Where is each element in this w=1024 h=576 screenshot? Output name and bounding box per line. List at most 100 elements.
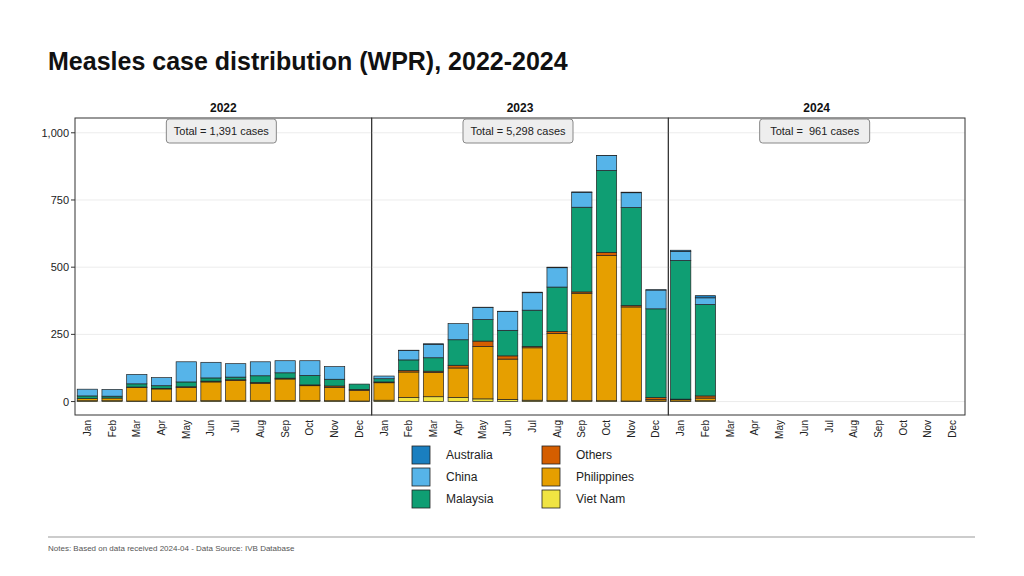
bar-segment (572, 192, 592, 207)
x-tick-label: Dec (650, 420, 661, 438)
bar-segment (769, 401, 789, 402)
bar-segment (473, 307, 493, 308)
bar-segment (522, 310, 542, 346)
legend: AustraliaChinaMalaysiaOthersPhilippinesV… (412, 446, 634, 508)
bar-segment (819, 401, 839, 402)
bar-segment (77, 389, 97, 390)
bar-segment (572, 293, 592, 401)
legend-label: Viet Nam (576, 492, 625, 506)
bar-segment (720, 401, 740, 402)
legend-swatch (412, 468, 430, 486)
x-tick-label: Oct (304, 420, 315, 436)
bar-segment (769, 401, 789, 402)
bar-segment (423, 373, 443, 397)
bar-segment (819, 401, 839, 402)
bar-segment (547, 268, 567, 287)
bar-segment (275, 361, 295, 373)
bar-segment (473, 341, 493, 346)
x-tick-label: Oct (601, 420, 612, 436)
bar-segment (374, 376, 394, 379)
bar-segment (423, 344, 443, 357)
x-tick-label: Aug (255, 420, 266, 438)
bar-segment (844, 401, 864, 402)
bar-segment (745, 401, 765, 402)
bar-segment (819, 401, 839, 402)
bar-segment (918, 401, 938, 402)
legend-swatch (542, 490, 560, 508)
plot-frame (668, 118, 965, 415)
bar-segment (868, 401, 888, 402)
legend-swatch (542, 446, 560, 464)
bar-segment (943, 401, 963, 402)
x-tick-label: Sep (873, 420, 884, 438)
x-tick-label: Apr (453, 419, 464, 435)
bar-segment (671, 250, 691, 251)
bar-segment (621, 192, 641, 194)
bar-segment (893, 401, 913, 402)
x-tick-label: Jan (82, 420, 93, 436)
title: Measles case distribution (WPR), 2022-20… (48, 47, 568, 75)
bar-segment (151, 377, 171, 378)
x-tick-label: Jul (824, 420, 835, 433)
grid-line (668, 267, 965, 268)
bar-segment (819, 401, 839, 402)
bar-segment (720, 401, 740, 402)
x-tick-label: May (774, 420, 785, 439)
bar-segment (745, 401, 765, 402)
bar-segment (324, 379, 344, 386)
bar-segment (498, 311, 518, 312)
legend-swatch (412, 446, 430, 464)
bar-segment (423, 397, 443, 402)
bar-segment (844, 401, 864, 402)
bar-segment (868, 401, 888, 402)
bar-segment (819, 401, 839, 402)
bar-segment (176, 382, 196, 387)
bar-segment (794, 401, 814, 402)
panel: JanFebMarAprMayJunJulAugSepOctNovDec2023… (372, 101, 669, 439)
x-tick-label: Jun (205, 420, 216, 436)
y-tick-label: 500 (51, 261, 69, 273)
bar-segment (893, 401, 913, 402)
bar-segment (226, 364, 246, 377)
bar-segment (127, 374, 147, 375)
bar-segment (77, 396, 97, 399)
bar-segment (794, 401, 814, 402)
legend-label: China (446, 470, 478, 484)
x-tick-label: Jan (675, 420, 686, 436)
bar-segment (176, 361, 196, 362)
annotation: Total = 5,298 cases (470, 125, 566, 137)
bar-segment (695, 398, 715, 401)
bar-segment (522, 292, 542, 294)
annotation-box (463, 119, 573, 143)
bar-segment (794, 401, 814, 402)
bar-segment (102, 398, 122, 401)
bar-segment (201, 362, 221, 363)
bar-segment (102, 389, 122, 390)
y-tick (71, 132, 75, 133)
bar-segment (745, 401, 765, 402)
bar-segment (621, 307, 641, 401)
bar-segment (399, 350, 419, 359)
x-tick-label: Jun (799, 420, 810, 436)
x-tick-label: Dec (947, 420, 958, 438)
bar-segment (893, 401, 913, 402)
bar-segment (151, 386, 171, 389)
x-tick-label: Jun (502, 420, 513, 436)
panel: JanFebMarAprMayJunJulAugSepOctNovDec2024… (668, 101, 965, 439)
x-tick-label: Mar (725, 419, 736, 437)
bar-segment (127, 384, 147, 387)
x-tick-label: Nov (626, 420, 637, 438)
bar-segment (893, 401, 913, 402)
bar-segment (596, 256, 616, 401)
bar-segment (399, 398, 419, 402)
bar-segment (547, 287, 567, 331)
bar-segment (423, 358, 443, 371)
bar-segment (720, 401, 740, 402)
bar-segment (275, 373, 295, 378)
bar-segment (250, 383, 270, 400)
bar-segment (547, 334, 567, 401)
bar-segment (250, 362, 270, 376)
bar-segment (176, 388, 196, 401)
bar-segment (646, 401, 666, 403)
bar-segment (349, 384, 369, 389)
